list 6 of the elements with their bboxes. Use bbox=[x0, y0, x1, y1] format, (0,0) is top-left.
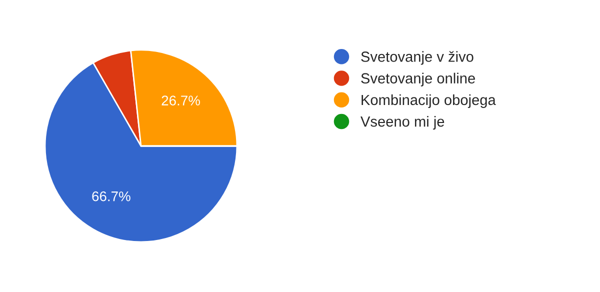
data-label: 66.7% bbox=[92, 191, 130, 202]
legend-label: Kombinacijo obojega bbox=[362, 94, 496, 108]
legend-label: Vseeno mi je bbox=[360, 116, 444, 130]
legend-label: Svetovanje v živo bbox=[361, 51, 474, 65]
data-label: 26.7% bbox=[162, 96, 200, 106]
legend-label: Svetovanje online bbox=[361, 72, 475, 86]
